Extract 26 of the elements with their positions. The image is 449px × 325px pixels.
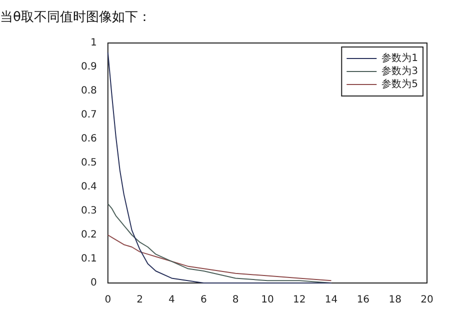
y-tick-label: 0.2 bbox=[80, 230, 97, 241]
x-tick-label: 14 bbox=[324, 294, 338, 306]
x-tick-label: 0 bbox=[104, 294, 112, 306]
x-tick-label: 16 bbox=[356, 294, 370, 306]
chart-title: 当θ取不同值时图像如下： bbox=[0, 9, 152, 26]
x-tick-label: 18 bbox=[388, 294, 402, 306]
legend-label: 参数为1 bbox=[382, 52, 418, 64]
y-tick-label: 1 bbox=[90, 38, 97, 49]
x-tick-label: 2 bbox=[136, 294, 143, 306]
x-tick-label: 20 bbox=[420, 294, 434, 306]
x-tick-label: 6 bbox=[200, 294, 207, 306]
y-tick-label: 0 bbox=[90, 278, 97, 289]
x-tick-label: 8 bbox=[232, 294, 239, 306]
y-tick-label: 0.6 bbox=[80, 134, 97, 145]
y-tick-label: 0.8 bbox=[80, 86, 97, 97]
x-tick-label: 12 bbox=[292, 294, 306, 306]
y-tick-label: 0.4 bbox=[80, 182, 97, 193]
legend-label: 参数为3 bbox=[382, 65, 418, 78]
y-tick-label: 0.7 bbox=[80, 110, 97, 121]
y-tick-label: 0.3 bbox=[80, 206, 97, 217]
x-tick-label: 10 bbox=[261, 294, 274, 306]
y-tick-label: 0.5 bbox=[80, 158, 97, 169]
y-tick-label: 0.9 bbox=[80, 62, 97, 73]
y-tick-label: 0.1 bbox=[80, 254, 97, 265]
x-tick-label: 4 bbox=[168, 294, 175, 306]
legend-label: 参数为5 bbox=[382, 78, 418, 90]
